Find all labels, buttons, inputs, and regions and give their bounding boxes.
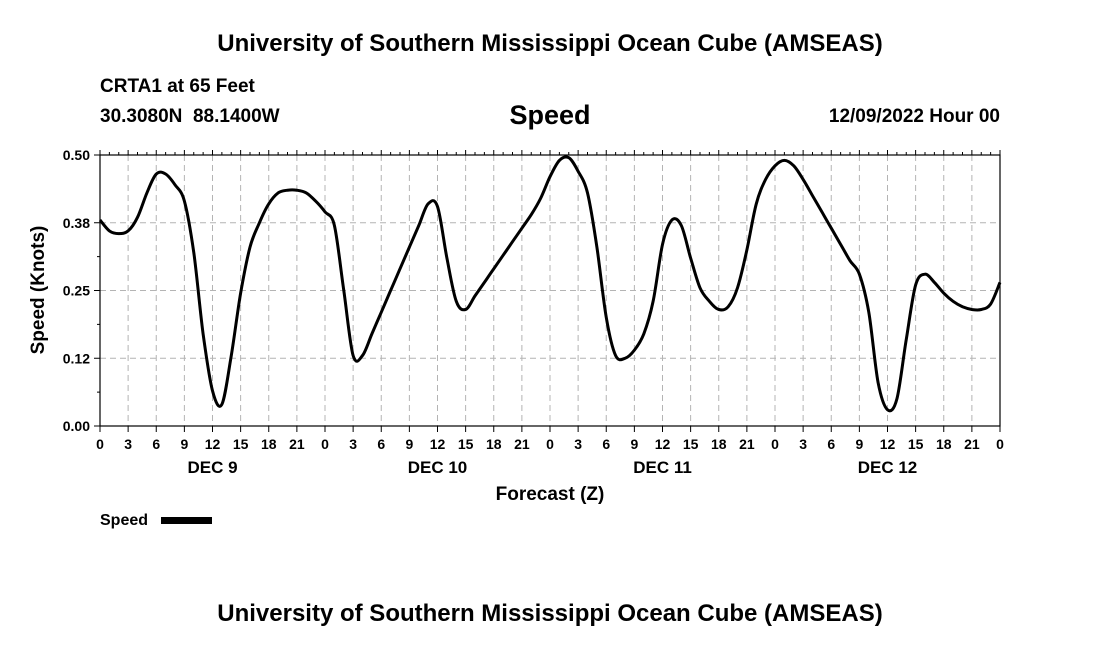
x-tick-label: 15: [683, 436, 699, 452]
legend-swatch: [161, 517, 212, 524]
x-tick-label: 18: [936, 436, 952, 452]
page-title: University of Southern Mississippi Ocean…: [217, 30, 883, 57]
x-tick-label: 18: [261, 436, 277, 452]
axis-ticks: [94, 150, 1001, 432]
x-tick-label: 12: [880, 436, 896, 452]
x-tick-label: 15: [458, 436, 474, 452]
x-tick-label: 3: [574, 436, 582, 452]
x-tick-label: 3: [799, 436, 807, 452]
x-tick-label: 9: [630, 436, 638, 452]
day-labels: DEC 9 DEC 10 DEC 11 DEC 12: [187, 458, 917, 477]
series-line-speed: [98, 155, 1002, 413]
x-tick-label: 9: [855, 436, 863, 452]
station-label: CRTA1 at 65 Feet: [100, 76, 255, 97]
y-tick-label: 0.00: [63, 418, 90, 434]
x-tick-label: 9: [180, 436, 188, 452]
x-tick-label: 15: [908, 436, 924, 452]
grid-lines: [100, 155, 1000, 426]
x-tick-label: 21: [739, 436, 755, 452]
x-tick-label: 12: [655, 436, 671, 452]
y-tick-label: 0.38: [63, 215, 90, 231]
x-tick-label: 12: [205, 436, 221, 452]
x-tick-label: 6: [602, 436, 610, 452]
x-tick-label: 21: [289, 436, 305, 452]
y-axis-label: Speed (Knots): [28, 226, 49, 355]
speed-chart: 0 3 6 9 12 15 18 21 0 3 6 9 12 15 18 21 0 3 6 9 12 15 18 21 0 3 6 9…: [28, 147, 1004, 529]
x-tick-label: 21: [514, 436, 530, 452]
x-tick-label: 18: [486, 436, 502, 452]
x-tick-label: 9: [405, 436, 413, 452]
x-axis-label: Forecast (Z): [496, 484, 605, 505]
legend-label: Speed: [100, 512, 148, 529]
x-tick-label: 12: [430, 436, 446, 452]
y-tick-label: 0.50: [63, 147, 90, 163]
x-tick-labels: 0 3 6 9 12 15 18 21 0 3 6 9 12 15 18 21 0 3 6 9 12 15 18 21 0 3 6 9…: [96, 436, 1004, 452]
x-tick-label: 0: [771, 436, 779, 452]
datetime-label: 12/09/2022 Hour 00: [828, 106, 1000, 127]
x-tick-label: 6: [152, 436, 160, 452]
day-label: DEC 12: [858, 458, 918, 477]
y-tick-label: 0.12: [63, 350, 90, 366]
day-label: DEC 11: [633, 458, 692, 477]
x-tick-label: 3: [124, 436, 132, 452]
x-tick-label: 0: [321, 436, 329, 452]
x-tick-label: 0: [546, 436, 554, 452]
coordinates-label: 30.3080N 88.1400W: [100, 106, 280, 127]
x-tick-label: 6: [827, 436, 835, 452]
day-label: DEC 9: [187, 458, 237, 477]
x-tick-label: 0: [996, 436, 1004, 452]
x-tick-label: 15: [233, 436, 249, 452]
x-tick-label: 6: [377, 436, 385, 452]
y-tick-labels: 0.00 0.12 0.25 0.38 0.50: [63, 147, 90, 434]
footer-title: University of Southern Mississippi Ocean…: [217, 600, 883, 627]
x-tick-label: 3: [349, 436, 357, 452]
chart-title: Speed: [509, 100, 591, 130]
x-tick-label: 21: [964, 436, 980, 452]
y-tick-label: 0.25: [63, 283, 90, 299]
day-label: DEC 10: [408, 458, 468, 477]
x-tick-label: 0: [96, 436, 104, 452]
x-tick-label: 18: [711, 436, 727, 452]
